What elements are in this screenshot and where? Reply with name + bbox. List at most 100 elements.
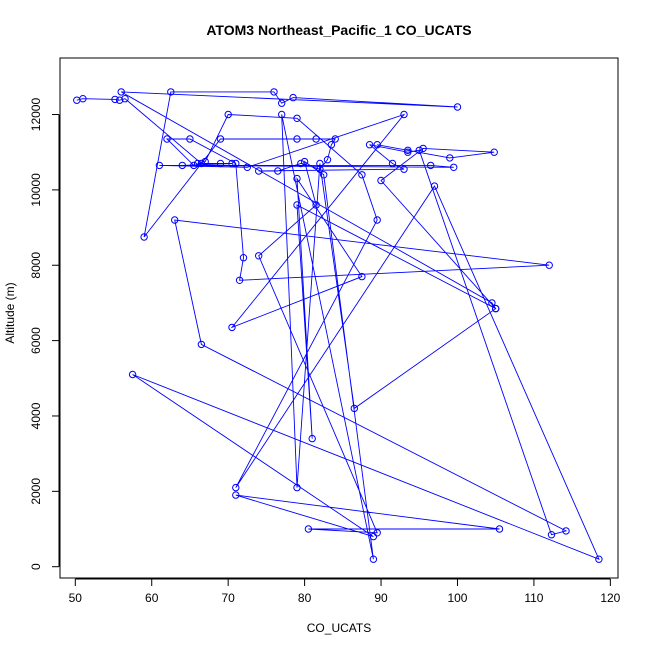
x-tick-label: 120 [600, 591, 620, 605]
data-point [255, 167, 263, 175]
data-point [369, 532, 378, 541]
x-axis-label: CO_UCATS [307, 621, 371, 635]
y-tick-label: 4000 [29, 402, 43, 429]
data-point [274, 167, 282, 175]
data-point [419, 144, 427, 153]
series-line [76, 91, 600, 561]
data-point [415, 146, 423, 155]
data-point [312, 135, 320, 143]
data-point [293, 201, 301, 209]
data-point [308, 434, 316, 443]
data-point [232, 483, 240, 492]
data-point [373, 141, 381, 149]
data-point [365, 141, 374, 149]
data-point [232, 159, 240, 168]
data-point [201, 157, 209, 166]
y-tick-label: 12000 [29, 98, 43, 132]
data-point [235, 276, 244, 284]
y-tick-label: 0 [29, 563, 43, 570]
y-axis-label: Altitude (m) [3, 282, 17, 343]
data-point [562, 527, 570, 535]
x-axis: 50 60 70 80 90 100 110 120 [69, 578, 621, 605]
data-point [293, 135, 301, 143]
data-point [350, 404, 358, 413]
data-point [190, 161, 198, 170]
data-point [232, 491, 240, 499]
data-point [320, 171, 328, 179]
data-point [239, 254, 248, 262]
x-tick-label: 110 [524, 591, 543, 605]
data-point [278, 110, 286, 119]
data-point [255, 252, 263, 260]
data-point [304, 525, 313, 533]
y-axis: 0 2000 4000 6000 8000 10000 12000 [29, 98, 60, 570]
data-point [492, 304, 500, 313]
data-point [117, 88, 125, 96]
chart-title: ATOM3 Northeast_Pacific_1 CO_UCATS [206, 22, 471, 38]
data-point [547, 531, 556, 539]
data-point [216, 159, 225, 168]
data-point [115, 96, 124, 104]
data-point [331, 135, 339, 143]
data-point [155, 161, 164, 170]
data-point [128, 370, 137, 379]
data-point [430, 182, 439, 190]
data-point [377, 176, 385, 185]
data-point [186, 135, 194, 143]
data-point [193, 159, 202, 168]
data-point [293, 483, 301, 492]
data-point [289, 93, 297, 102]
data-point [404, 146, 412, 155]
plot-area [59, 57, 619, 579]
data-point [316, 165, 324, 173]
y-tick-label: 2000 [29, 478, 43, 505]
data-point [121, 95, 129, 103]
plot-frame [59, 57, 619, 579]
data-point [450, 163, 458, 172]
data-point [595, 555, 603, 563]
data-point [178, 161, 187, 170]
y-tick-label: 10000 [29, 173, 43, 207]
data-point [404, 148, 412, 156]
x-tick-label: 100 [447, 591, 467, 605]
data-point [488, 299, 496, 307]
data-point [224, 110, 232, 119]
data-point [171, 216, 179, 224]
data-point [293, 174, 301, 183]
data-point [400, 165, 408, 173]
data-point [490, 148, 498, 156]
data-point [197, 159, 206, 168]
data-point [427, 161, 435, 170]
data-point [270, 88, 278, 96]
data-point [140, 233, 148, 241]
data-point [316, 159, 324, 168]
x-tick-label: 60 [145, 591, 159, 605]
data-point [228, 159, 236, 168]
data-point [297, 159, 305, 168]
data-point [358, 272, 366, 281]
y-tick-label: 6000 [29, 327, 43, 354]
data-point [293, 114, 301, 123]
data-point [373, 216, 381, 224]
data-point [278, 99, 286, 107]
data-point [453, 103, 462, 111]
data-point [197, 340, 206, 349]
data-point [369, 555, 378, 563]
data-point [446, 154, 454, 162]
data-point [323, 156, 332, 164]
data-point [312, 201, 320, 209]
data-point [167, 88, 175, 96]
x-tick-label: 90 [374, 591, 388, 605]
data-point [545, 261, 553, 269]
data-point [358, 171, 366, 179]
data-point [111, 95, 119, 104]
x-tick-label: 80 [298, 591, 312, 605]
data-point [163, 135, 171, 143]
data-point [327, 141, 336, 149]
data-point [243, 163, 252, 172]
data-point [388, 159, 397, 168]
data-point [216, 135, 225, 143]
x-tick-label: 50 [69, 591, 83, 605]
